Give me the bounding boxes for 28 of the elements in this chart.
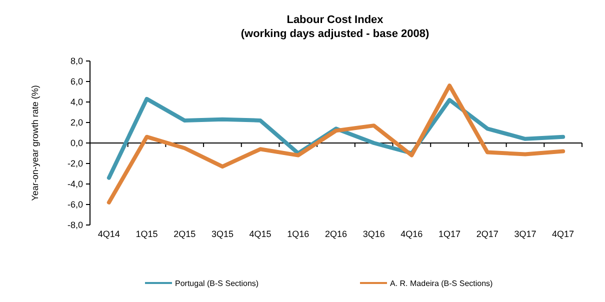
y-tick-label: -2,0 [67, 158, 83, 169]
y-axis-title: Year-on-year growth rate (%) [30, 85, 40, 201]
chart-title: Labour Cost Index [286, 14, 384, 26]
y-tick-label: 0,0 [70, 138, 83, 148]
x-tick-label: 3Q15 [211, 229, 234, 239]
x-tick-label: 3Q16 [362, 229, 385, 239]
y-tick-label: 8,0 [70, 56, 83, 66]
x-tick-label: 3Q17 [514, 229, 536, 239]
x-tick-label: 1Q17 [438, 229, 461, 239]
x-tick-label: 4Q14 [98, 229, 120, 239]
y-tick-label: 2,0 [70, 118, 83, 128]
x-tick-label: 2Q16 [324, 229, 348, 239]
x-tick-label: 1Q16 [287, 229, 310, 239]
y-tick-label: -4,0 [67, 179, 83, 190]
x-tick-label: 4Q16 [400, 229, 423, 239]
y-tick-label: 4,0 [70, 97, 83, 108]
x-tick-label: 2Q15 [174, 229, 196, 239]
chart-subtitle: (working days adjusted - base 2008) [240, 28, 430, 40]
legend-label: A. R. Madeira (B-S Sections) [390, 278, 494, 288]
x-tick-label: 4Q17 [552, 229, 574, 239]
x-tick-label: 2Q17 [476, 229, 498, 239]
y-tick-label: 6,0 [70, 76, 83, 87]
y-tick-label: -8,0 [67, 220, 83, 230]
x-tick-label: 1Q15 [136, 229, 158, 239]
y-tick-label: -6,0 [67, 200, 83, 210]
x-tick-label: 4Q15 [249, 229, 272, 239]
legend-label: Portugal (B-S Sections) [175, 278, 259, 288]
line-series [106, 84, 566, 204]
